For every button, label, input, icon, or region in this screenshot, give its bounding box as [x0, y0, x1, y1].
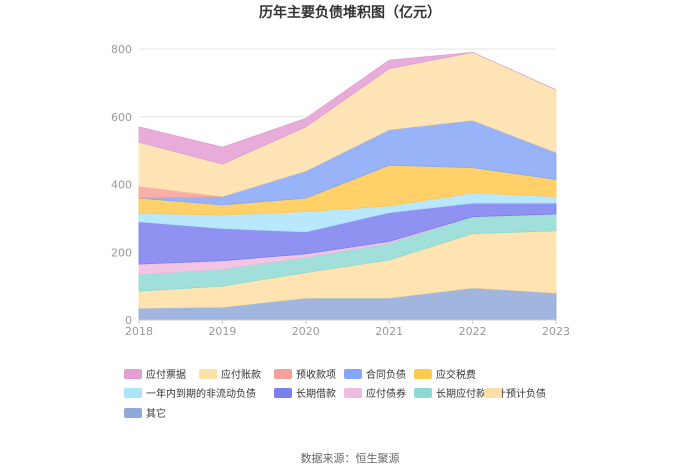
x-tick-label: 2018 — [125, 325, 153, 338]
legend-item[interactable]: 一年内到期的非流动负债 — [124, 387, 256, 400]
stacked-areas — [138, 51, 557, 321]
x-axis-ticks: 2018 2019 2020 2021 2022 2023 — [125, 319, 570, 338]
legend-item[interactable]: 预计负债 — [484, 387, 546, 400]
legend-swatch — [199, 369, 217, 379]
legend-item[interactable]: 长期借款 — [274, 387, 336, 400]
legend-item[interactable]: 预收款项 — [274, 368, 336, 381]
legend-item[interactable]: 应交税费 — [414, 368, 476, 381]
y-tick-label: 0 — [125, 314, 132, 327]
legend-label: 合同负债 — [366, 368, 406, 381]
legend-item[interactable]: 应付票据 — [124, 368, 186, 381]
legend-item[interactable]: 应付账款 — [199, 368, 261, 381]
x-tick-label: 2021 — [375, 325, 403, 338]
chart-title: 历年主要负债堆积图（亿元） — [259, 4, 441, 21]
legend-label: 预收款项 — [296, 368, 336, 381]
legend-item[interactable]: 应付债券 — [344, 387, 406, 400]
legend-swatch — [484, 388, 502, 398]
legend-label: 其它 — [146, 407, 166, 420]
legend-swatch — [414, 369, 432, 379]
legend-item[interactable]: 其它 — [124, 407, 166, 420]
y-axis-ticks: 0 200 400 600 800 — [111, 43, 132, 327]
legend-label: 预计负债 — [506, 387, 546, 400]
legend-label: 应付票据 — [146, 368, 186, 381]
y-tick-label: 200 — [111, 246, 132, 259]
legend-label: 一年内到期的非流动负债 — [146, 387, 256, 400]
x-tick-label: 2023 — [542, 325, 570, 338]
x-tick-label: 2022 — [459, 325, 487, 338]
source-note: 数据来源：恒生聚源 — [301, 451, 400, 465]
legend-label: 应交税费 — [436, 368, 476, 381]
legend-label: 应付账款 — [221, 368, 261, 381]
x-tick-label: 2019 — [208, 325, 236, 338]
legend-item[interactable]: 合同负债 — [344, 368, 406, 381]
legend-swatch — [124, 408, 142, 418]
legend-swatch — [414, 388, 432, 398]
legend-swatch — [274, 388, 292, 398]
legend-swatch — [274, 369, 292, 379]
y-tick-label: 600 — [111, 111, 132, 124]
legend: 应付票据 应付账款 预收款项 合同负债 应交税费一年内到期的非流动负债 长期借款 应付债券长… — [124, 368, 546, 420]
legend-label: 长期借款 — [296, 387, 336, 400]
legend-swatch — [344, 388, 362, 398]
legend-swatch — [124, 369, 142, 379]
y-tick-label: 400 — [111, 179, 132, 192]
x-tick-label: 2020 — [292, 325, 320, 338]
area-series — [138, 51, 557, 165]
legend-swatch — [124, 388, 142, 398]
y-tick-label: 800 — [111, 43, 132, 56]
legend-swatch — [344, 369, 362, 379]
legend-label: 应付债券 — [366, 387, 406, 400]
